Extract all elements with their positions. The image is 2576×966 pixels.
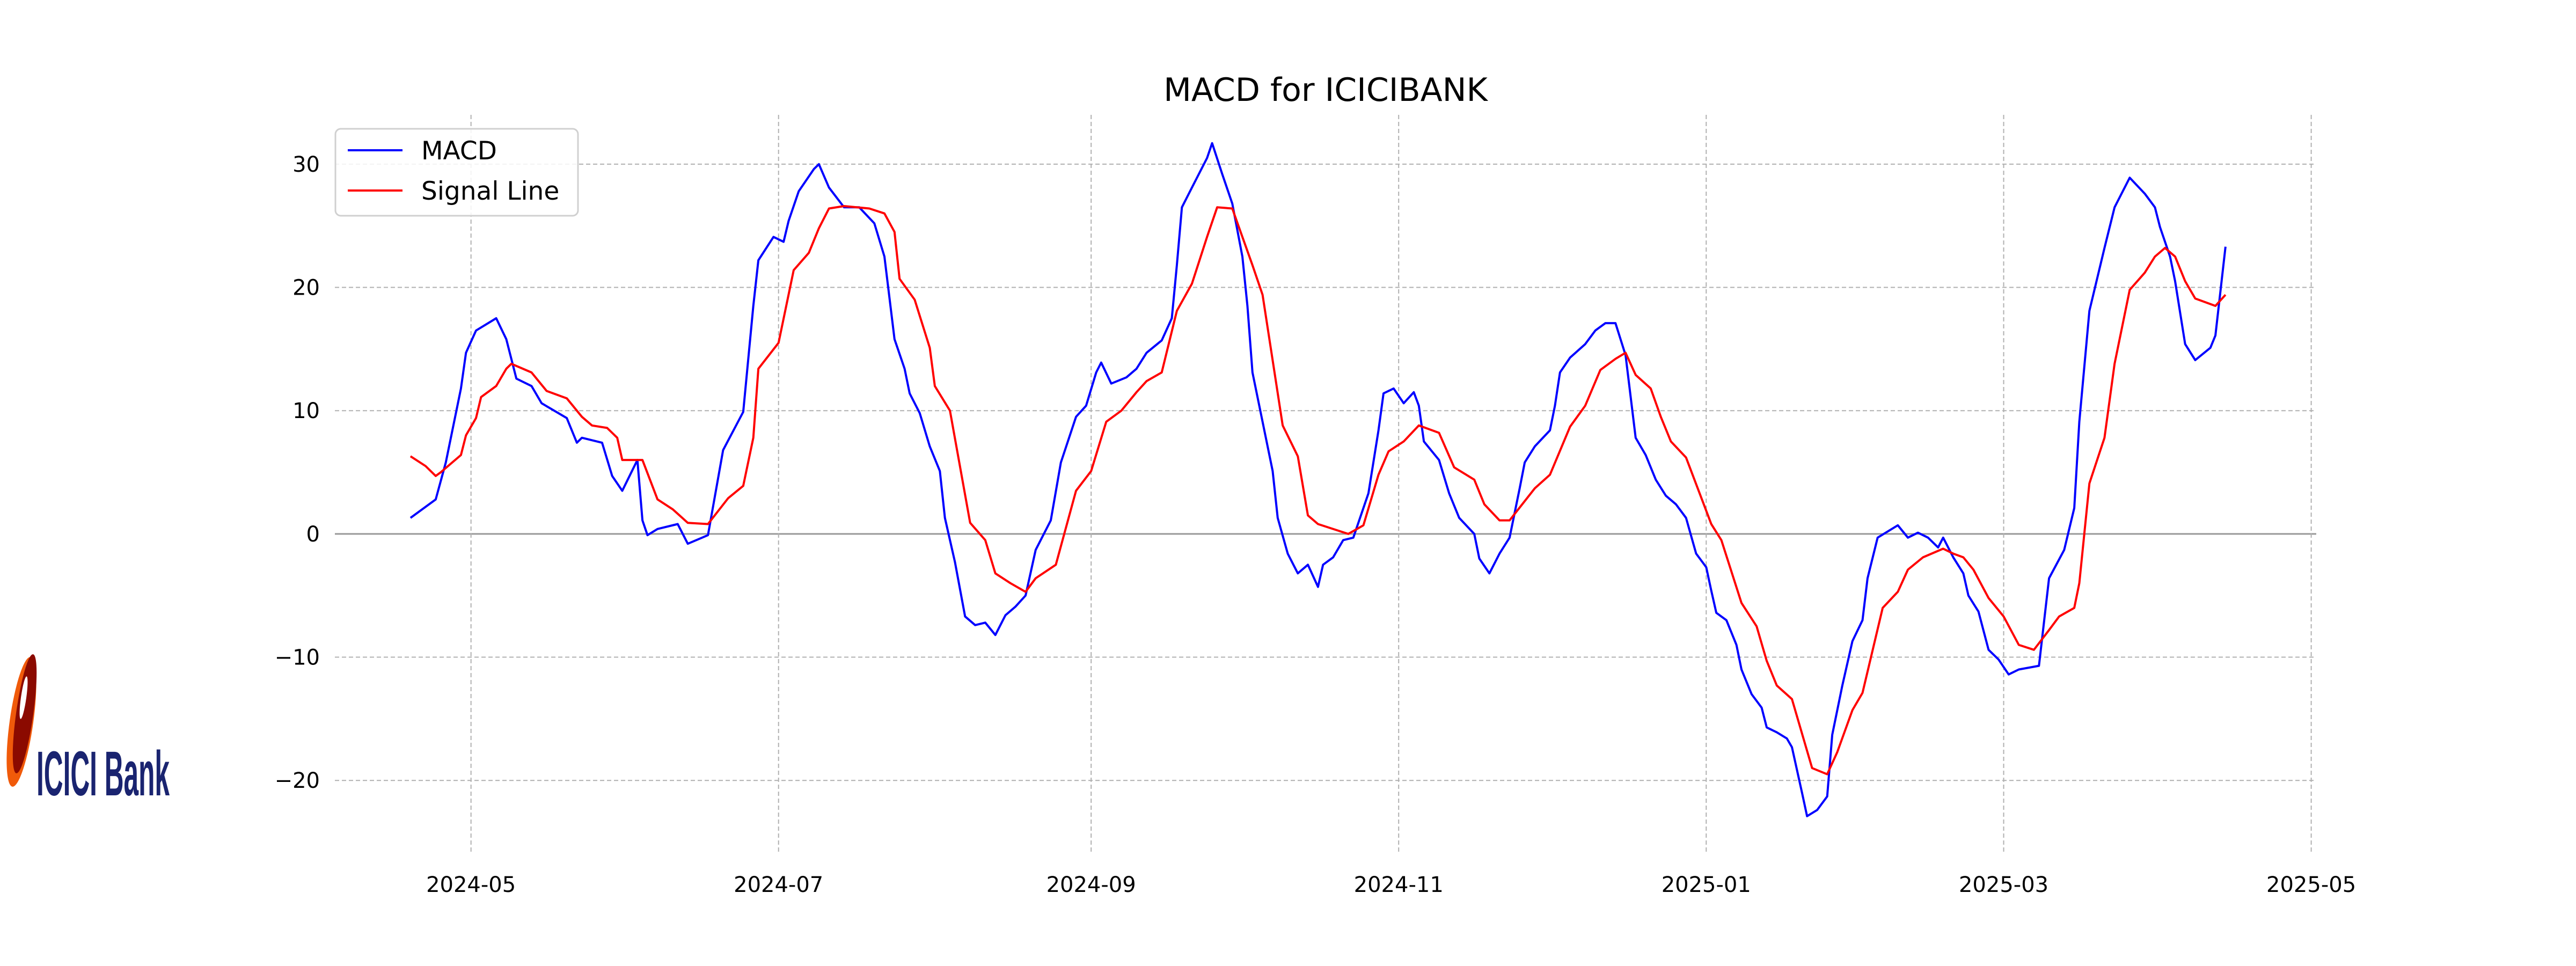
x-tick-label: 2024-07 [734, 873, 823, 897]
x-tick-label: 2025-05 [2266, 873, 2356, 897]
macd-line [409, 142, 2227, 817]
x-tick-label: 2024-09 [1046, 873, 1136, 897]
icici-bank-logo: ICICI Bank [6, 654, 170, 809]
y-tick-label: −20 [275, 769, 320, 793]
y-tick-label: 10 [292, 399, 320, 423]
chart-title: MACD for ICICIBANK [1163, 71, 1488, 109]
legend: MACD Signal Line [334, 128, 579, 217]
x-tick-label: 2024-05 [426, 873, 516, 897]
grid [335, 115, 2316, 854]
legend-label-signal: Signal Line [421, 177, 559, 206]
y-tick-label: 0 [306, 522, 320, 547]
tick-labels: −20 −10 0 10 20 30 2024-05 2024-07 2024-09 2024-1… [275, 152, 2357, 897]
logo-mark-highlight [19, 676, 28, 719]
y-tick-label: 20 [292, 276, 320, 301]
x-tick-label: 2024-11 [1354, 873, 1444, 897]
x-tick-label: 2025-01 [1662, 873, 1751, 897]
legend-label-macd: MACD [421, 136, 497, 166]
signal-line [409, 205, 2227, 775]
x-tick-label: 2025-03 [1959, 873, 2048, 897]
y-tick-label: −10 [275, 646, 320, 670]
logo-mark-inner [12, 654, 37, 773]
y-tick-label: 30 [292, 152, 320, 177]
logo-text: ICICI Bank [36, 738, 170, 809]
series-lines [409, 142, 2227, 817]
